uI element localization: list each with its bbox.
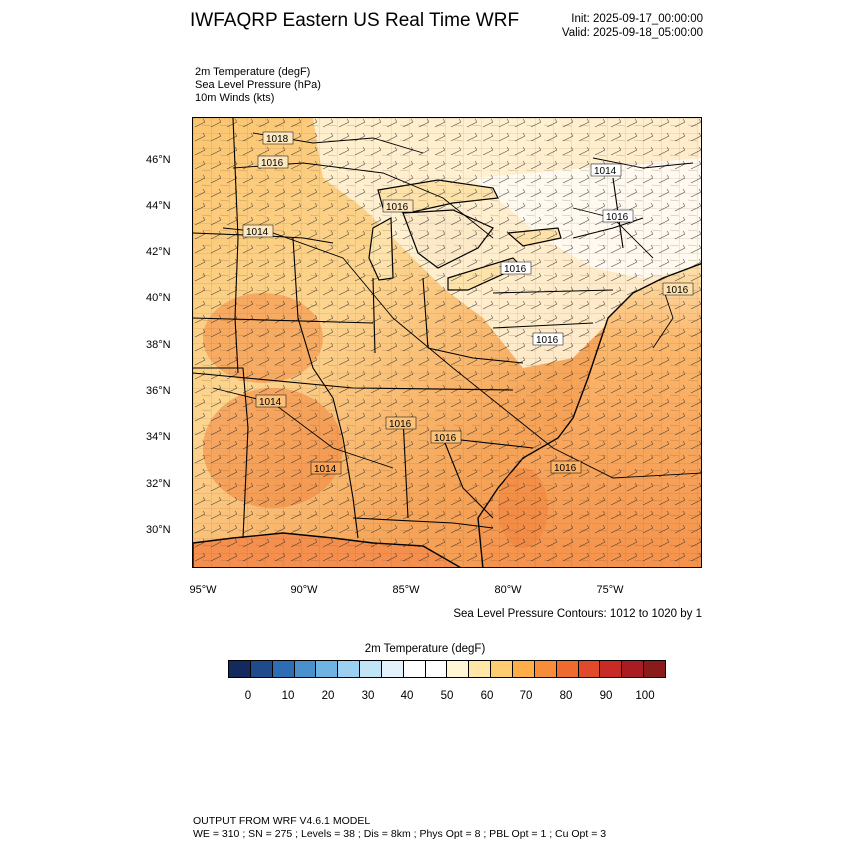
colorbar-swatch	[272, 661, 295, 677]
svg-text:1016: 1016	[434, 433, 457, 444]
colorbar-swatch	[360, 661, 382, 677]
colorbar-swatch	[447, 661, 470, 677]
colorbar-label: 90	[599, 690, 613, 702]
svg-text:1016: 1016	[261, 158, 284, 169]
colorbar-title: 2m Temperature (degF)	[364, 643, 486, 655]
colorbar	[228, 660, 666, 678]
colorbar-swatch	[469, 661, 492, 677]
footer-model: OUTPUT FROM WRF V4.6.1 MODEL	[193, 815, 371, 827]
lat-tick: 30°N	[146, 524, 171, 536]
colorbar-label: 0	[244, 690, 252, 702]
lat-tick: 46°N	[146, 154, 171, 166]
colorbar-label: 50	[440, 690, 454, 702]
svg-text:1016: 1016	[554, 463, 577, 474]
colorbar-swatch	[250, 661, 273, 677]
contour-label: 1014	[255, 394, 287, 408]
colorbar-swatch	[644, 661, 665, 677]
svg-text:1014: 1014	[259, 397, 282, 408]
map-canvas: 1018 1016 1014 1016 1014 1016 1016 1016 …	[193, 118, 701, 567]
lat-tick: 42°N	[146, 246, 171, 258]
field-label-temperature: 2m Temperature (degF)	[195, 66, 311, 78]
init-time: Init: 2025-09-17_00:00:00	[571, 13, 703, 25]
lon-tick: 90°W	[290, 584, 318, 596]
colorbar-label: 100	[635, 690, 655, 702]
contour-label: 1016	[550, 460, 582, 474]
colorbar-label: 80	[559, 690, 573, 702]
contour-label: 1018	[262, 131, 294, 145]
svg-text:1016: 1016	[504, 264, 527, 275]
contour-label: 1014	[242, 224, 274, 238]
colorbar-swatch	[403, 661, 426, 677]
svg-text:1018: 1018	[266, 134, 289, 145]
contour-label: 1014	[310, 461, 342, 475]
contour-label: 1016	[385, 416, 417, 430]
contour-label: 1016	[602, 209, 634, 223]
svg-text:1016: 1016	[606, 212, 629, 223]
svg-text:1016: 1016	[536, 335, 559, 346]
svg-text:1014: 1014	[314, 464, 337, 475]
svg-text:1014: 1014	[594, 166, 617, 177]
colorbar-swatch	[294, 661, 317, 677]
wind-barbs	[193, 118, 701, 567]
colorbar-label: 60	[480, 690, 494, 702]
lon-tick: 95°W	[189, 584, 217, 596]
lat-tick: 32°N	[146, 478, 171, 490]
contour-labels: 1018 1016 1014 1016 1014 1016 1016 1016 …	[242, 131, 694, 475]
colorbar-label: 30	[361, 690, 375, 702]
contour-label: 1014	[590, 163, 622, 177]
svg-text:1016: 1016	[386, 202, 409, 213]
lat-tick: 44°N	[146, 200, 171, 212]
field-label-pressure: Sea Level Pressure (hPa)	[195, 79, 321, 91]
contour-label: 1016	[430, 430, 462, 444]
field-label-winds: 10m Winds (kts)	[195, 92, 275, 104]
lon-tick: 80°W	[494, 584, 522, 596]
contour-label: 1016	[500, 261, 532, 275]
contour-label: 1016	[382, 199, 414, 213]
colorbar-swatch	[316, 661, 339, 677]
valid-time: Valid: 2025-09-18_05:00:00	[561, 27, 703, 39]
contour-label: 1016	[662, 282, 694, 296]
contour-label: 1016	[532, 332, 564, 346]
map-panel: 1018 1016 1014 1016 1014 1016 1016 1016 …	[192, 117, 702, 568]
colorbar-swatch	[622, 661, 645, 677]
lat-tick: 40°N	[146, 292, 171, 304]
colorbar-label: 40	[400, 690, 414, 702]
colorbar-label: 70	[519, 690, 533, 702]
colorbar-label: 10	[281, 690, 295, 702]
colorbar-swatch	[534, 661, 557, 677]
contour-note: Sea Level Pressure Contours: 1012 to 102…	[453, 608, 702, 620]
colorbar-swatch	[425, 661, 448, 677]
colorbar-swatch	[578, 661, 601, 677]
colorbar-swatch	[338, 661, 361, 677]
lon-tick: 85°W	[392, 584, 420, 596]
colorbar-swatch	[229, 661, 251, 677]
colorbar-swatch	[556, 661, 579, 677]
svg-text:1016: 1016	[389, 419, 412, 430]
lat-tick: 38°N	[146, 339, 171, 351]
svg-text:1016: 1016	[666, 285, 689, 296]
lat-tick: 34°N	[146, 431, 171, 443]
colorbar-swatch	[381, 661, 404, 677]
colorbar-label: 20	[321, 690, 335, 702]
colorbar-swatch	[491, 661, 513, 677]
colorbar-swatch	[600, 661, 623, 677]
colorbar-swatch	[512, 661, 535, 677]
svg-text:1014: 1014	[246, 227, 269, 238]
lat-tick: 36°N	[146, 385, 171, 397]
map-title: IWFAQRP Eastern US Real Time WRF	[190, 10, 520, 31]
contour-label: 1016	[257, 155, 289, 169]
footer-config: WE = 310 ; SN = 275 ; Levels = 38 ; Dis …	[193, 828, 607, 840]
lon-tick: 75°W	[596, 584, 624, 596]
